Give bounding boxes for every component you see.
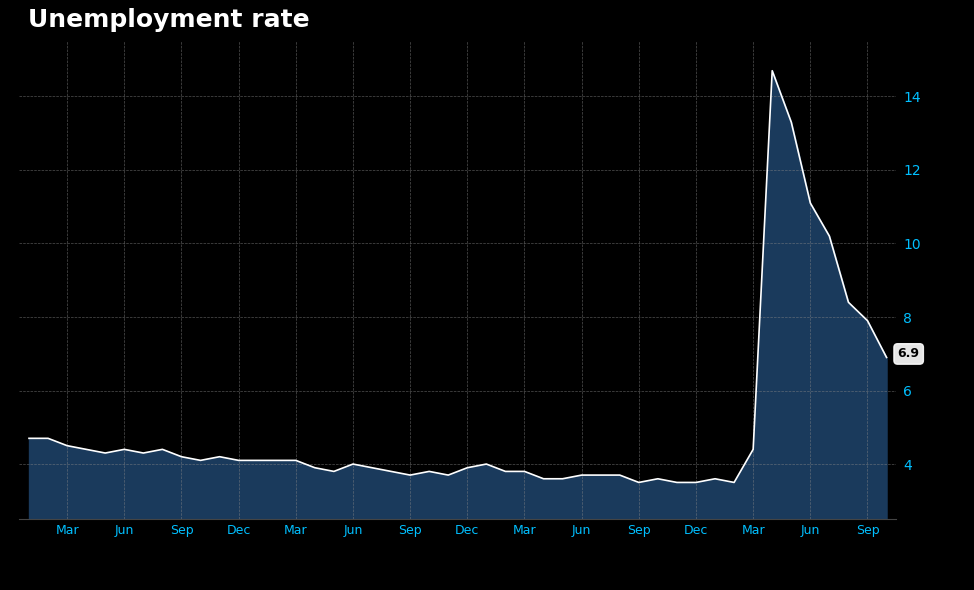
Text: Unemployment rate: Unemployment rate: [28, 8, 310, 32]
Text: 6.9: 6.9: [898, 348, 919, 360]
